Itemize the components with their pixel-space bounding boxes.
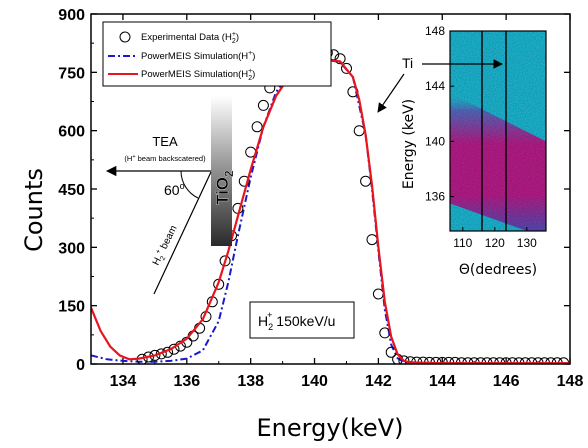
data-point: [334, 53, 346, 65]
x-tick-label: 142: [365, 373, 392, 390]
y-tick-label: 0: [76, 357, 85, 374]
x-tick-label: 138: [237, 373, 264, 390]
inset-y-tick-label: 136: [425, 190, 445, 204]
legend-box: [102, 21, 332, 87]
data-point: [251, 121, 263, 133]
y-tick-label: 900: [58, 7, 85, 24]
x-tick-label: 148: [557, 373, 584, 390]
legend-label-h2-plus: PowerMEIS Simulation(H+ 2): [141, 68, 255, 82]
inset-y-tick-label: 140: [425, 134, 445, 148]
condition-box: [249, 301, 355, 339]
inset-y-title: Energy (keV): [401, 99, 417, 189]
data-point: [257, 99, 269, 111]
legend: Experimental Data (H+ 2) PowerMEIS Simula…: [102, 21, 332, 87]
ti-arrow-down: [377, 73, 405, 113]
inset-noise: [450, 31, 546, 231]
plot-frame: [90, 13, 571, 365]
data-point: [238, 175, 250, 187]
inset-frame: [449, 30, 547, 232]
data-point: [341, 62, 352, 74]
legend-label-h-plus: PowerMEIS Simulation(H+): [141, 50, 255, 62]
data-point: [366, 234, 378, 246]
inset-heatmap: 136 140 144 148 110 120 130 Energy (keV) Θ(de…: [401, 24, 547, 278]
tio2-slab: [211, 96, 232, 246]
y-tick-label: 750: [58, 65, 85, 82]
data-point: [353, 125, 365, 137]
inset-x-tick-label: 120: [485, 236, 505, 250]
data-point: [360, 175, 372, 187]
ti-label: Ti: [402, 55, 413, 71]
inset-y-tick-label: 144: [425, 79, 445, 93]
condition-label: H2+ 150keV/u: [258, 310, 335, 332]
inset-x-axis: 110 120 130: [453, 227, 537, 250]
data-point: [372, 288, 384, 300]
y-axis: 0 150 300 450 600 750 900: [58, 7, 570, 374]
x-tick-label: 144: [429, 373, 456, 390]
data-point: [398, 355, 410, 364]
data-point: [219, 255, 231, 267]
inset-x-tick-label: 130: [517, 236, 537, 250]
x-tick-label: 146: [493, 373, 520, 390]
angle-label: 60o: [164, 181, 185, 198]
x-tick-label: 140: [301, 373, 328, 390]
y-tick-label: 300: [58, 240, 85, 257]
tio2-label: TiO2: [213, 170, 236, 205]
tea-caption: (H+ beam backscatered): [124, 154, 206, 163]
x-tick-label: 134: [110, 373, 137, 390]
x-axis: 134 136 138 140 142 144 146 148: [90, 14, 584, 390]
tea-label: TEA: [152, 134, 178, 149]
y-tick-label: 600: [58, 124, 85, 141]
legend-label-experimental: Experimental Data (H+ 2): [141, 31, 239, 45]
inset-x-tick-label: 110: [453, 236, 472, 250]
angle-arc: [180, 170, 199, 199]
y-tick-label: 150: [58, 299, 85, 316]
y-axis-title: Counts: [20, 168, 48, 252]
inset-y-tick-label: 148: [425, 24, 445, 38]
x-tick-label: 136: [173, 373, 200, 390]
beam-line: [153, 171, 212, 295]
y-tick-label: 450: [58, 182, 85, 199]
x-axis-title: Energy(keV): [257, 414, 404, 442]
legend-marker-experimental: [119, 31, 131, 43]
inset-y-axis: 136 140 144 148: [425, 24, 454, 204]
inset-x-title: Θ(dedrees): [459, 262, 537, 278]
